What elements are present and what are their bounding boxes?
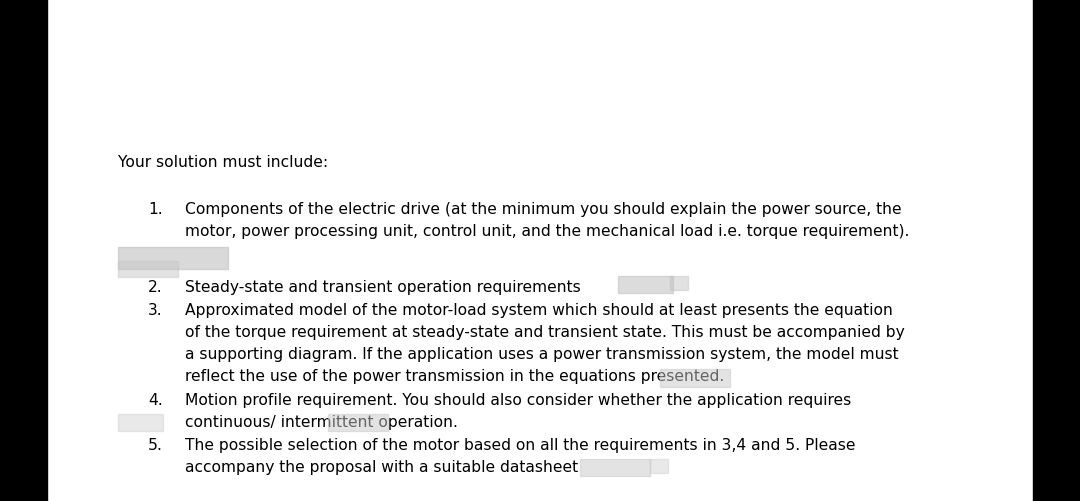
Text: Your solution must include:: Your solution must include: [118, 155, 328, 170]
Text: of the torque requirement at steady-state and transient state. This must be acco: of the torque requirement at steady-stat… [185, 324, 905, 339]
Text: Approximated model of the motor-load system which should at least presents the e: Approximated model of the motor-load sys… [185, 303, 893, 317]
Bar [0, 0, 48, 501]
Bar [118, 414, 163, 431]
Bar [670, 277, 688, 291]
Text: accompany the proposal with a suitable datasheet: accompany the proposal with a suitable d… [185, 459, 578, 474]
Text: Motion profile requirement. You should also consider whether the application req: Motion profile requirement. You should a… [185, 392, 851, 407]
Bar [1032, 0, 1080, 501]
Text: 4.: 4. [148, 392, 163, 407]
Text: 5.: 5. [148, 437, 163, 452]
Bar [118, 262, 178, 278]
Bar [328, 414, 388, 431]
Text: motor, power processing unit, control unit, and the mechanical load i.e. torque : motor, power processing unit, control un… [185, 223, 909, 238]
Bar [650, 459, 669, 473]
Text: reflect the use of the power transmission in the equations presented.: reflect the use of the power transmissio… [185, 368, 725, 383]
Text: The possible selection of the motor based on all the requirements in 3,4 and 5. : The possible selection of the motor base… [185, 437, 855, 452]
Text: 2.: 2. [148, 280, 163, 295]
Bar [660, 369, 730, 387]
Text: a supporting diagram. If the application uses a power transmission system, the m: a supporting diagram. If the application… [185, 346, 899, 361]
Bar [618, 277, 673, 294]
Text: 1.: 1. [148, 201, 163, 216]
Text: Steady-state and transient operation requirements: Steady-state and transient operation req… [185, 280, 581, 295]
Text: 3.: 3. [148, 303, 163, 317]
Bar [118, 247, 228, 270]
Bar [580, 459, 650, 476]
Text: continuous/ intermittent operation.: continuous/ intermittent operation. [185, 414, 458, 429]
Text: Components of the electric drive (at the minimum you should explain the power so: Components of the electric drive (at the… [185, 201, 902, 216]
